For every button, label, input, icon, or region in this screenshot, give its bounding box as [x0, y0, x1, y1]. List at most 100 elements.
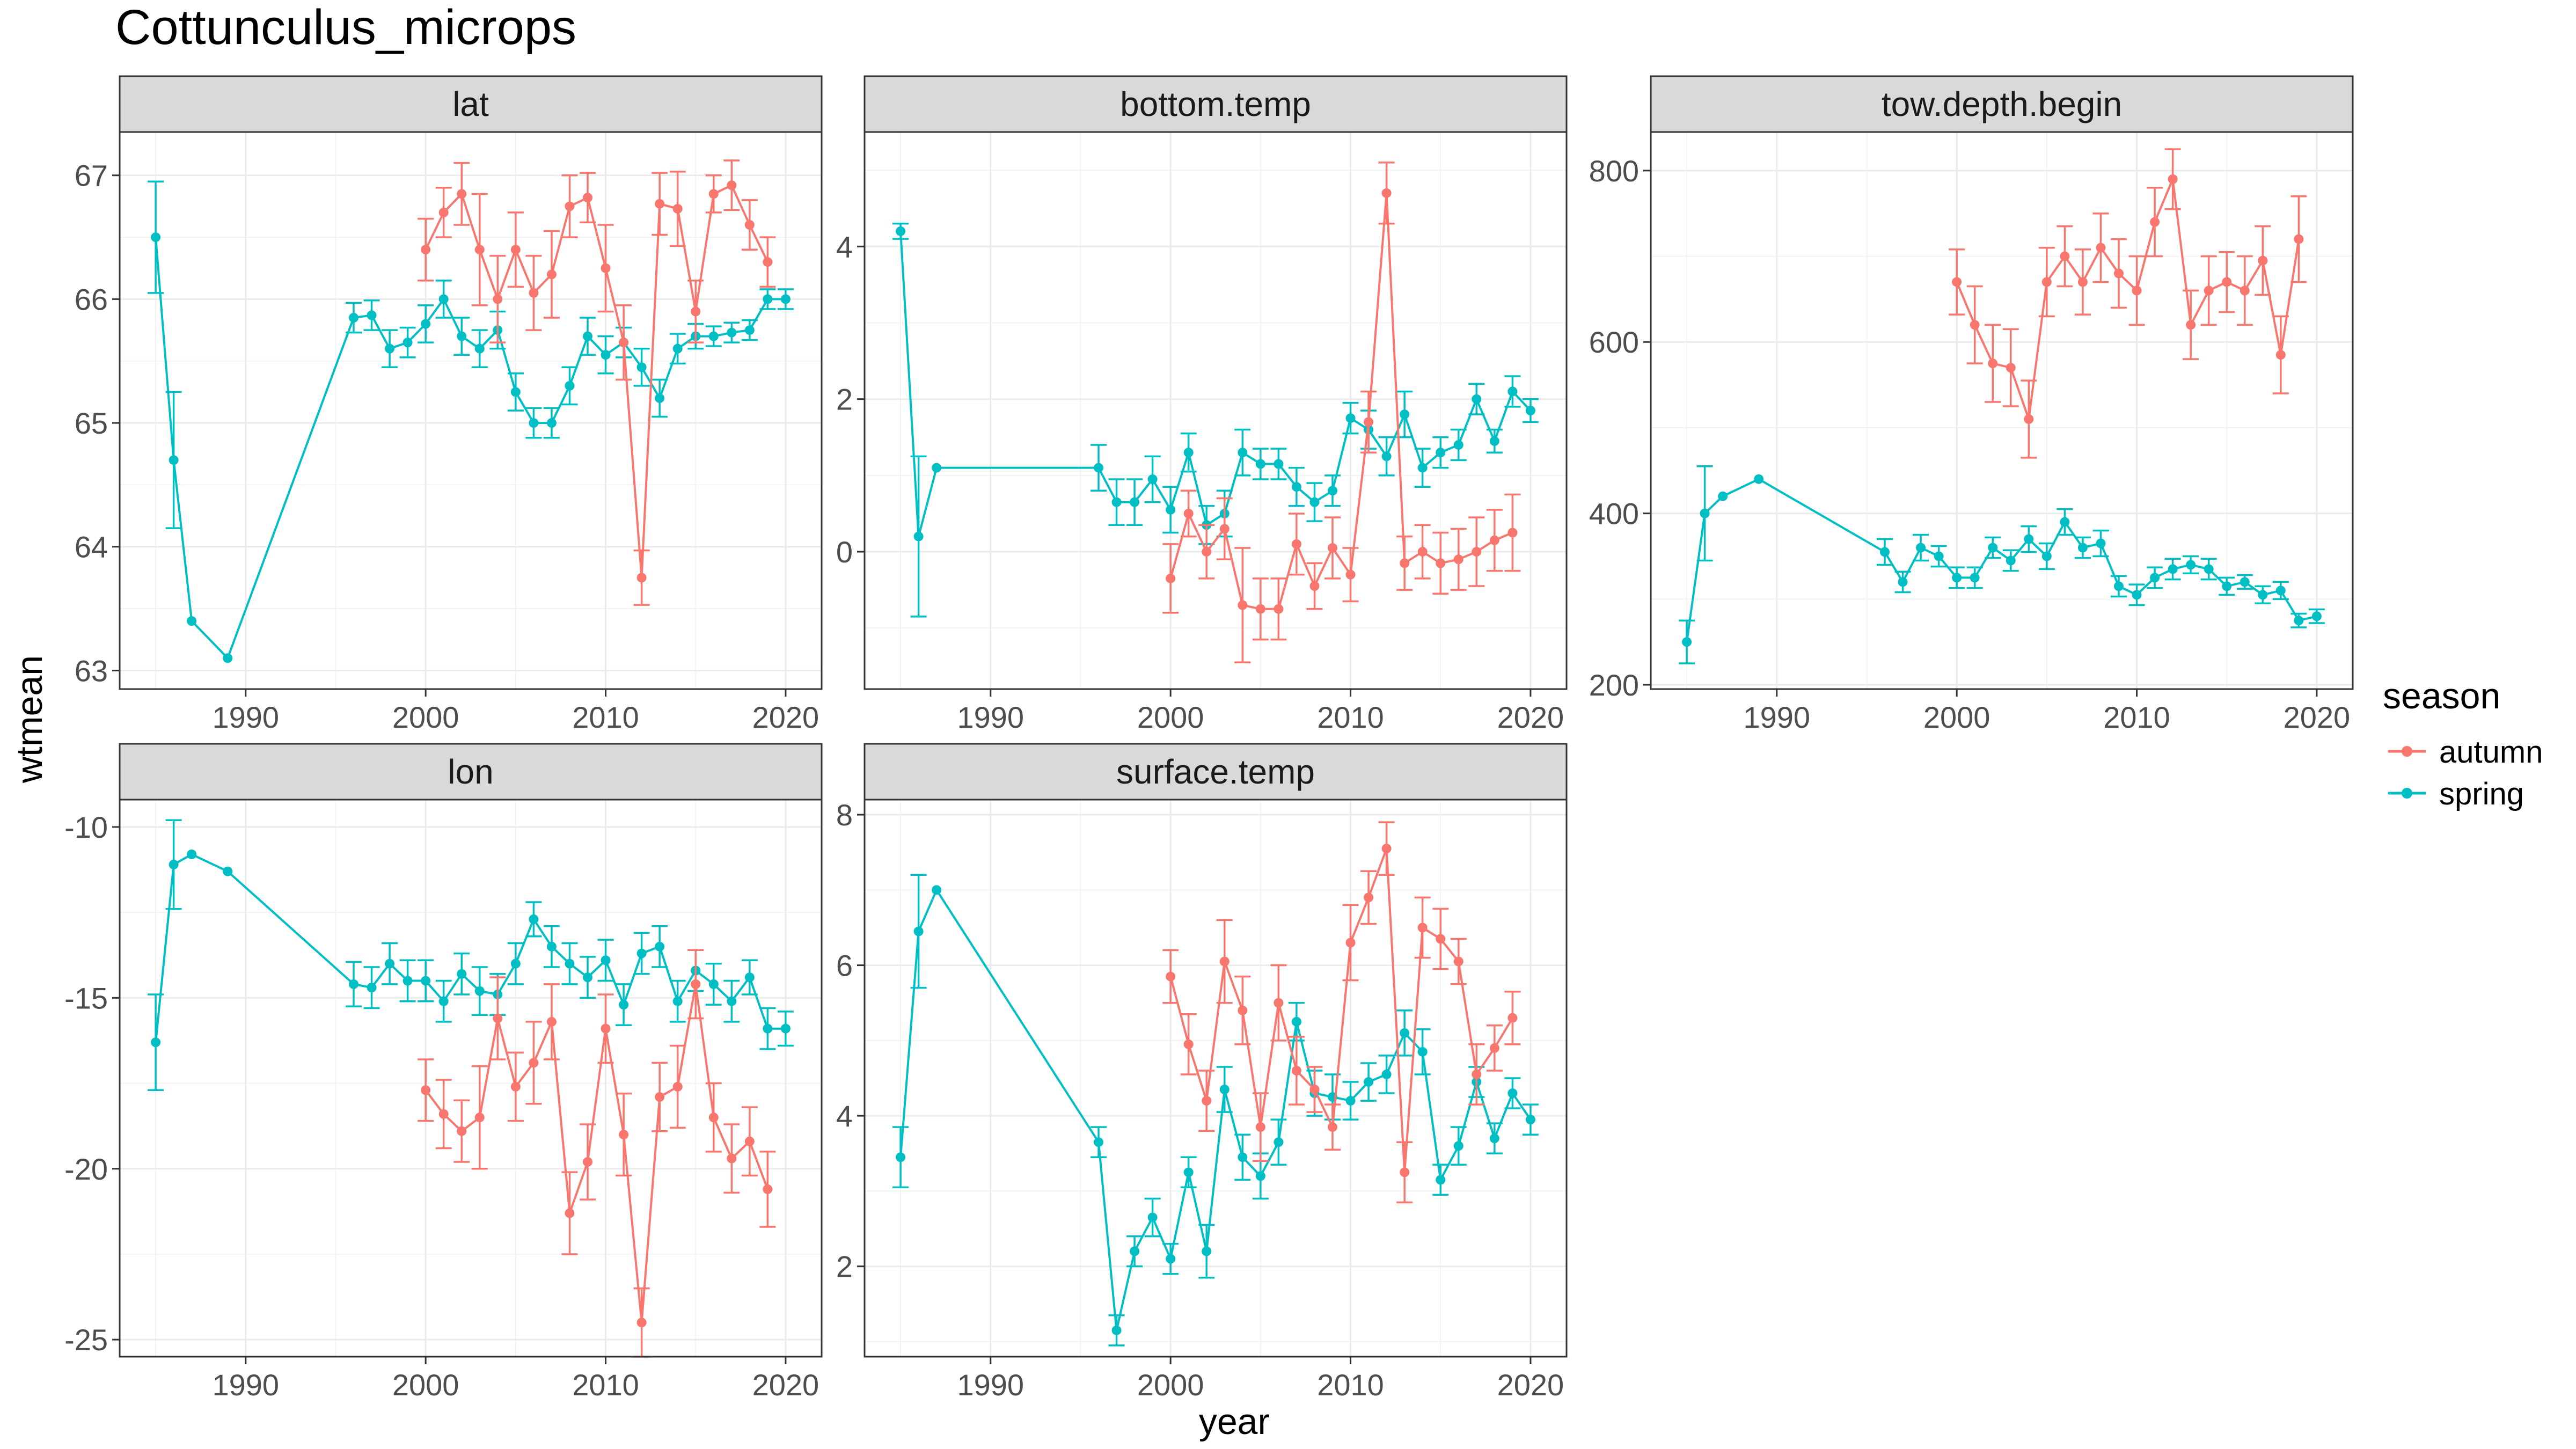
- data-point: [1309, 1085, 1320, 1095]
- data-point: [1130, 497, 1140, 507]
- data-point: [1094, 463, 1103, 473]
- facet-strip: [119, 743, 823, 801]
- y-tick-label: 63: [75, 654, 108, 687]
- series-spring: [148, 180, 794, 663]
- data-point: [1345, 569, 1356, 580]
- data-point: [655, 199, 665, 209]
- data-point: [1166, 971, 1176, 982]
- legend-item-autumn: autumn: [2388, 735, 2543, 770]
- data-point: [1436, 558, 1446, 568]
- data-point: [1183, 508, 1194, 518]
- data-point: [1525, 1115, 1535, 1125]
- data-point: [1255, 1171, 1265, 1181]
- x-tick-label: 1990: [957, 1368, 1024, 1402]
- data-point: [913, 926, 924, 936]
- data-point: [1952, 277, 1962, 287]
- data-point: [1255, 604, 1265, 614]
- data-point: [1328, 543, 1337, 553]
- series-autumn: [1949, 148, 2307, 459]
- data-point: [2006, 555, 2016, 566]
- data-point: [1345, 938, 1356, 948]
- data-point: [1507, 528, 1518, 538]
- data-point: [601, 955, 611, 965]
- data-point: [1507, 1088, 1518, 1099]
- series-autumn: [1162, 162, 1521, 663]
- data-point: [510, 958, 521, 969]
- x-tick-label: 2020: [2284, 700, 2351, 734]
- data-point: [1166, 1254, 1176, 1264]
- data-point: [708, 979, 719, 989]
- data-point: [1219, 524, 1230, 534]
- data-point: [1436, 448, 1446, 458]
- data-point: [565, 958, 575, 969]
- data-point: [601, 350, 611, 360]
- data-point: [2096, 538, 2106, 548]
- data-point: [1952, 573, 1962, 583]
- panel-border: [863, 131, 1568, 690]
- legend-label-spring: spring: [2439, 777, 2524, 811]
- data-point: [1238, 1005, 1248, 1015]
- data-point: [421, 976, 431, 986]
- panel-border: [119, 799, 823, 1358]
- data-point: [1364, 417, 1374, 427]
- x-tick-label: 2000: [392, 700, 459, 734]
- data-point: [1381, 451, 1392, 462]
- data-point: [1328, 486, 1337, 496]
- data-point: [367, 310, 377, 320]
- data-point: [2240, 577, 2250, 587]
- data-point: [2024, 414, 2034, 424]
- panel-lat: lat 1990 2000 2010 2020 63 64 65 66 67: [75, 75, 823, 734]
- x-tick-label: 2020: [1497, 700, 1564, 734]
- y-tick-label: 6: [836, 949, 853, 983]
- data-point: [2168, 174, 2178, 184]
- x-tick-label: 2010: [572, 1368, 639, 1402]
- y-tick-label: -10: [64, 810, 108, 844]
- data-point: [1345, 413, 1356, 423]
- data-point: [457, 1126, 467, 1136]
- data-point: [2240, 286, 2250, 296]
- data-point: [1400, 558, 1410, 568]
- data-point: [2204, 286, 2214, 296]
- x-tick-label: 2000: [1923, 700, 1990, 734]
- data-point: [2168, 564, 2178, 574]
- data-point: [1453, 956, 1463, 967]
- data-point: [1754, 474, 1764, 484]
- chart-title: Cottunculus_microps: [115, 0, 576, 55]
- data-point: [1417, 463, 1428, 473]
- panel-background: [120, 800, 822, 1357]
- data-point: [619, 338, 629, 348]
- data-point: [691, 306, 701, 317]
- data-point: [744, 325, 755, 335]
- data-point: [402, 338, 413, 348]
- facet-strip-label: lon: [448, 752, 493, 791]
- data-point: [932, 885, 942, 895]
- data-point: [727, 996, 737, 1006]
- data-point: [1183, 448, 1194, 458]
- x-tick-label: 1990: [1743, 700, 1810, 734]
- x-tick-label: 2010: [572, 700, 639, 734]
- data-point: [583, 331, 592, 341]
- data-point: [896, 226, 906, 236]
- data-point: [1417, 547, 1428, 557]
- x-tick-label: 1990: [957, 700, 1024, 734]
- data-point: [1489, 1043, 1499, 1053]
- data-point: [385, 958, 395, 969]
- data-point: [1130, 1246, 1140, 1256]
- data-point: [1489, 1133, 1499, 1144]
- x-tick-label: 2020: [752, 700, 819, 734]
- series-line-spring: [899, 231, 1532, 537]
- panel-tow-depth-begin: tow.depth.begin 1990 2000 2010 2020 200 400 600…: [1589, 75, 2354, 734]
- data-point: [529, 1058, 539, 1068]
- y-tick-label: 600: [1589, 325, 1639, 359]
- panel-border: [119, 131, 823, 690]
- panel-bottom-temp: bottom.temp 1990 2000 2010 2020 0 2 4: [836, 75, 1568, 734]
- y-tick-label: 200: [1589, 668, 1639, 702]
- series-autumn: [1162, 821, 1521, 1204]
- data-point: [2114, 581, 2124, 591]
- y-tick-label: 4: [836, 230, 853, 264]
- data-point: [672, 996, 683, 1006]
- legend-item-spring: spring: [2388, 777, 2524, 811]
- data-point: [2077, 277, 2088, 287]
- data-point: [2114, 268, 2124, 279]
- data-point: [421, 319, 431, 329]
